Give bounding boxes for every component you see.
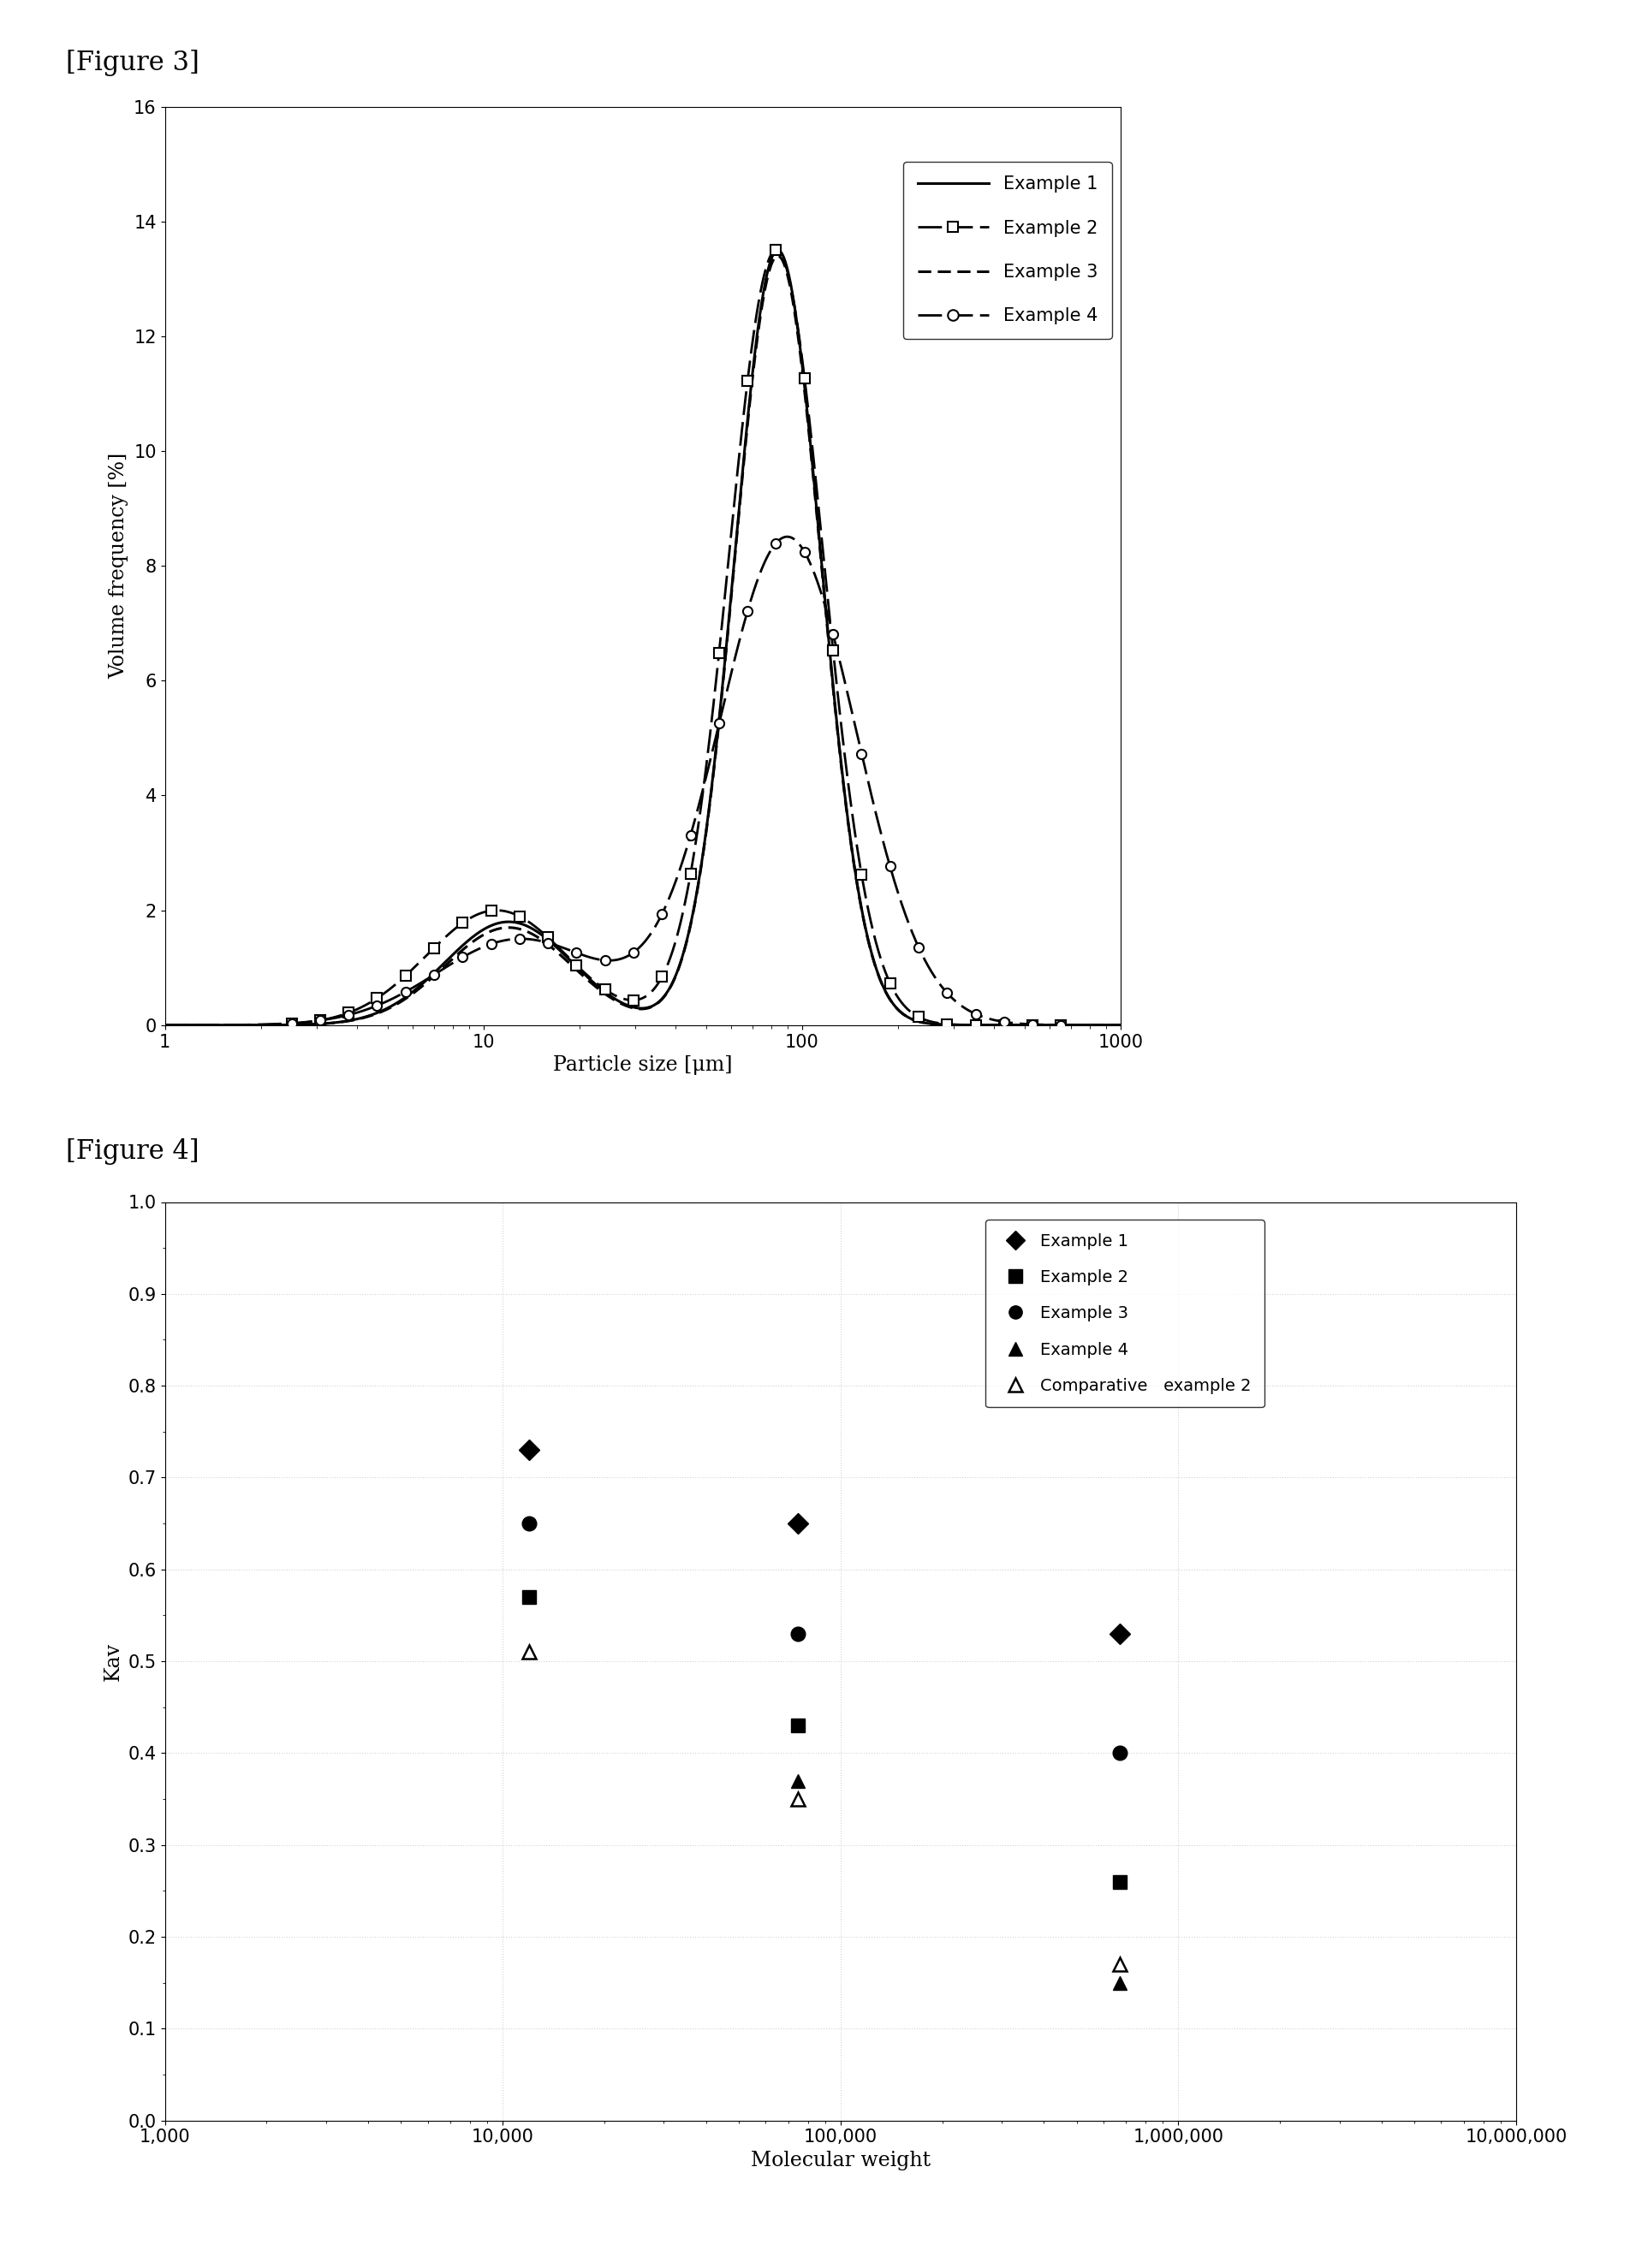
Example 1 <box>788 1510 808 1538</box>
Line: Example 2: Example 2 <box>522 1590 1127 1889</box>
Line: Comparative   example 2: Comparative example 2 <box>522 1644 1127 1971</box>
Example 3 <box>788 1619 808 1647</box>
Comparative   example 2 <box>519 1637 539 1665</box>
Example 4 <box>788 1767 808 1794</box>
Text: [Figure 4]: [Figure 4] <box>66 1139 199 1166</box>
Example 2 <box>1109 1869 1129 1896</box>
Line: Example 1: Example 1 <box>522 1442 1127 1640</box>
Legend: Example 1, Example 2, Example 3, Example 4, Comparative   example 2: Example 1, Example 2, Example 3, Example… <box>986 1220 1264 1408</box>
Comparative   example 2 <box>1109 1950 1129 1978</box>
Example 3 <box>1109 1740 1129 1767</box>
Text: [Figure 3]: [Figure 3] <box>66 50 199 77</box>
Y-axis label: Volume frequency [%]: Volume frequency [%] <box>109 454 129 678</box>
Legend: Example 1, Example 2, Example 3, Example 4: Example 1, Example 2, Example 3, Example… <box>903 161 1112 338</box>
Example 3 <box>519 1510 539 1538</box>
Example 1 <box>1109 1619 1129 1647</box>
X-axis label: Particle size [μm]: Particle size [μm] <box>554 1055 732 1075</box>
Example 2 <box>519 1583 539 1610</box>
Example 4 <box>519 1637 539 1665</box>
X-axis label: Molecular weight: Molecular weight <box>750 2150 931 2170</box>
Example 2 <box>788 1712 808 1740</box>
Comparative   example 2 <box>788 1785 808 1812</box>
Example 1 <box>519 1436 539 1463</box>
Y-axis label: Kav: Kav <box>104 1642 124 1681</box>
Example 4 <box>1109 1969 1129 1996</box>
Line: Example 3: Example 3 <box>522 1517 1127 1760</box>
Line: Example 4: Example 4 <box>522 1644 1127 1989</box>
